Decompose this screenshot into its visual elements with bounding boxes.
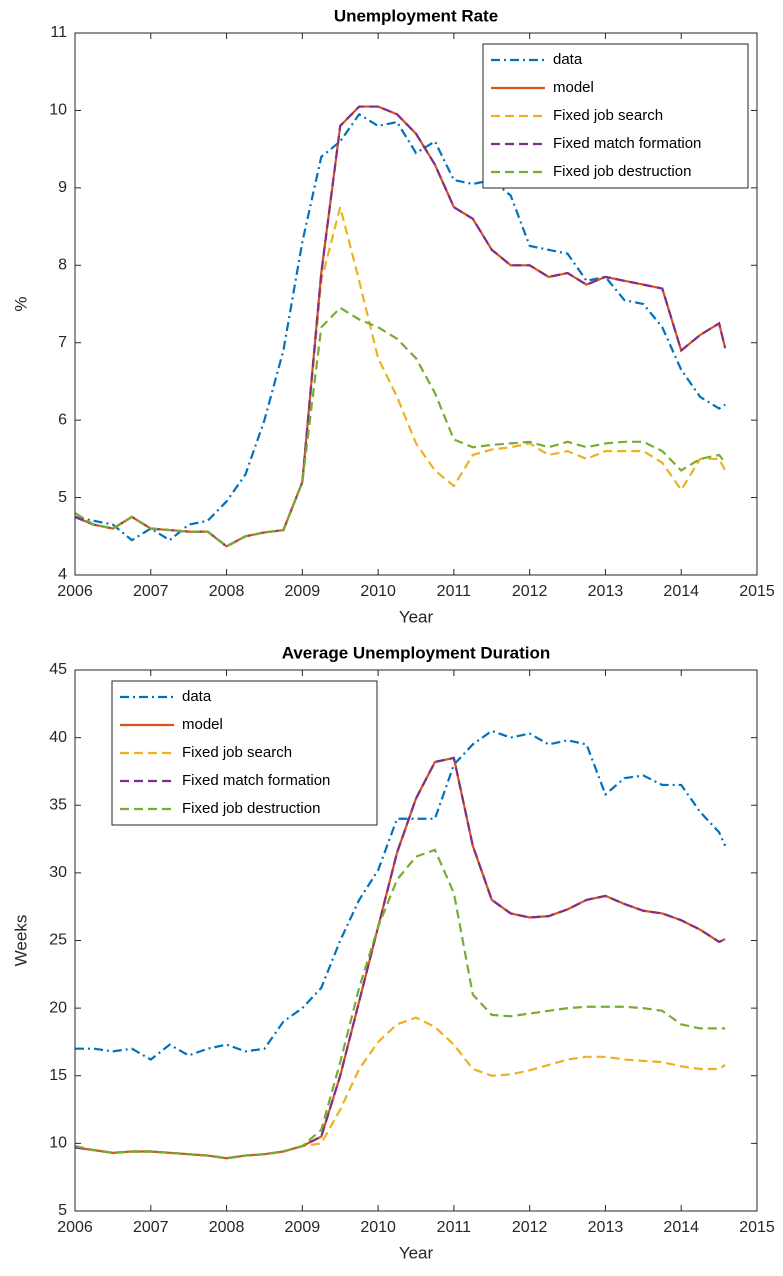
x-tick-label: 2008	[209, 583, 245, 600]
x-tick-label: 2010	[360, 1219, 396, 1236]
y-tick-label: 30	[49, 864, 67, 881]
x-tick-label: 2011	[437, 1219, 472, 1236]
x-tick-label: 2012	[512, 583, 548, 600]
y-tick-label: 10	[49, 1135, 67, 1152]
y-tick-label: 40	[49, 729, 67, 746]
series-line	[75, 729, 727, 1061]
axes-box	[74, 32, 758, 576]
plot: 2006 2007 2008 2009 2010 2011 2012 2013 2014 2015…	[11, 643, 774, 1262]
legend-label: Fixed match formation	[182, 772, 330, 789]
legend-label: Fixed job search	[553, 107, 663, 124]
y-tick-label: 5	[58, 489, 67, 506]
chart-title: Unemployment Rate	[334, 6, 498, 25]
y-axis-label: Weeks	[11, 915, 30, 967]
x-tick-label: 2009	[285, 583, 321, 600]
y-tick-label: 20	[49, 999, 67, 1016]
x-tick-label: 2007	[133, 583, 169, 600]
y-tick-label: 25	[49, 932, 67, 949]
plot: 2006 2007 2008 2009 2010 2011 2012 2013 2014 2015…	[11, 6, 774, 626]
chart-title: Average Unemployment Duration	[282, 643, 551, 662]
x-tick-label: 2009	[285, 1219, 321, 1236]
x-tick-label: 2006	[57, 1219, 93, 1236]
legend-label: data	[182, 688, 212, 705]
y-tick-label: 11	[50, 24, 67, 41]
x-tick-label: 2006	[57, 583, 93, 600]
x-tick-label: 2015	[739, 583, 775, 600]
series-line	[74, 756, 726, 1160]
x-tick-label: 2013	[588, 1219, 624, 1236]
y-tick-label: 9	[58, 179, 67, 196]
y-tick-label: 8	[58, 257, 67, 274]
y-tick-label: 4	[58, 566, 67, 583]
series-line	[74, 306, 727, 548]
legend-box	[482, 43, 749, 189]
x-tick-label: 2007	[133, 1219, 169, 1236]
x-tick-label: 2014	[663, 583, 699, 600]
x-axis-label: Year	[399, 1243, 434, 1262]
x-tick-label: 2015	[739, 1219, 775, 1236]
legend-label: Fixed job destruction	[553, 163, 691, 180]
y-tick-label: 6	[58, 411, 67, 428]
legend-label: data	[553, 51, 583, 68]
x-tick-label: 2014	[663, 1219, 699, 1236]
x-tick-label: 2010	[360, 583, 396, 600]
x-tick-label: 2012	[512, 1219, 548, 1236]
y-axis-label: %	[11, 296, 30, 311]
legend-label: Fixed match formation	[553, 135, 701, 152]
y-tick-label: 7	[58, 334, 67, 351]
legend-label: model	[553, 79, 594, 96]
series-line	[74, 1016, 726, 1160]
y-tick-label: 35	[49, 796, 67, 813]
y-tick-label: 15	[49, 1067, 67, 1084]
x-tick-label: 2011	[437, 583, 472, 600]
y-tick-label: 5	[58, 1202, 67, 1219]
series-line	[74, 112, 726, 542]
x-tick-label: 2008	[209, 1219, 245, 1236]
x-axis-label: Year	[399, 607, 434, 626]
y-tick-label: 10	[49, 102, 67, 119]
legend-label: Fixed job destruction	[182, 800, 320, 817]
y-tick-label: 45	[49, 661, 67, 678]
x-tick-label: 2013	[588, 583, 624, 600]
legend-label: Fixed job search	[182, 744, 292, 761]
legend-label: model	[182, 716, 223, 733]
